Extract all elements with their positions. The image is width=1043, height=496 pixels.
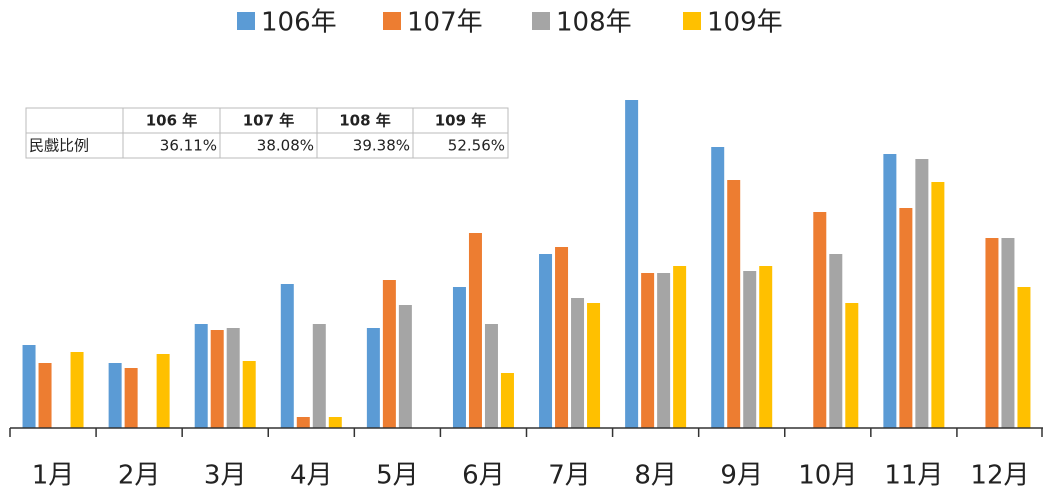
bar xyxy=(468,233,482,428)
bar xyxy=(673,266,687,428)
bar xyxy=(915,159,929,428)
x-tick-label: 7月 xyxy=(548,461,591,491)
legend-label: 108年 xyxy=(556,8,632,38)
table-header: 107 年 xyxy=(243,112,295,130)
bar xyxy=(539,254,553,428)
bar xyxy=(813,212,827,428)
bar xyxy=(382,280,396,428)
x-tick-label: 3月 xyxy=(204,461,247,491)
bar xyxy=(398,305,412,428)
legend-label: 109年 xyxy=(707,8,783,38)
bar xyxy=(587,303,601,428)
bar xyxy=(899,208,913,428)
bar xyxy=(829,254,843,428)
bar xyxy=(985,238,999,428)
bar xyxy=(625,100,639,428)
legend-label: 106年 xyxy=(261,8,337,38)
bar xyxy=(883,154,897,428)
table-cell: 39.38% xyxy=(353,137,410,155)
table-header: 106 年 xyxy=(146,112,198,130)
bar xyxy=(124,368,138,428)
legend-swatch xyxy=(237,12,255,30)
x-tick-label: 11月 xyxy=(884,461,943,491)
bar xyxy=(242,361,256,428)
x-tick-label: 5月 xyxy=(376,461,419,491)
table-header: 109 年 xyxy=(435,112,487,130)
bar xyxy=(711,147,725,428)
bar xyxy=(931,182,945,428)
bar xyxy=(226,328,240,428)
x-tick-label: 4月 xyxy=(290,461,333,491)
bar xyxy=(280,284,294,428)
bar xyxy=(641,273,655,428)
bar xyxy=(70,352,84,428)
bar xyxy=(571,298,585,428)
bar xyxy=(845,303,859,428)
table-cell: 38.08% xyxy=(257,137,314,155)
legend-swatch xyxy=(683,12,701,30)
legend-label: 107年 xyxy=(407,8,483,38)
bar xyxy=(727,180,741,428)
bar xyxy=(1017,287,1031,428)
legend-swatch xyxy=(383,12,401,30)
bar xyxy=(484,324,498,428)
bar xyxy=(452,287,466,428)
bar xyxy=(500,373,514,428)
bar xyxy=(108,363,122,428)
bar xyxy=(743,271,757,428)
x-tick-label: 2月 xyxy=(118,461,161,491)
table-cell: 52.56% xyxy=(448,137,505,155)
bar xyxy=(1001,238,1015,428)
bar xyxy=(156,354,170,428)
bar xyxy=(210,330,224,428)
bar xyxy=(759,266,773,428)
table-header: 108 年 xyxy=(339,112,391,130)
bar xyxy=(38,363,52,428)
x-tick-label: 10月 xyxy=(798,461,857,491)
table-row-label: 民戲比例 xyxy=(29,137,89,155)
x-tick-label: 9月 xyxy=(720,461,763,491)
bar xyxy=(657,273,671,428)
table-cell: 36.11% xyxy=(160,137,217,155)
x-tick-label: 8月 xyxy=(634,461,677,491)
bar xyxy=(555,247,569,428)
x-tick-label: 6月 xyxy=(462,461,505,491)
legend-swatch xyxy=(532,12,550,30)
bar xyxy=(22,345,36,428)
bar xyxy=(366,328,380,428)
x-tick-label: 1月 xyxy=(32,461,75,491)
bar xyxy=(328,417,342,428)
bar xyxy=(296,417,310,428)
bar xyxy=(312,324,326,428)
x-tick-label: 12月 xyxy=(970,461,1029,491)
bar xyxy=(194,324,208,428)
